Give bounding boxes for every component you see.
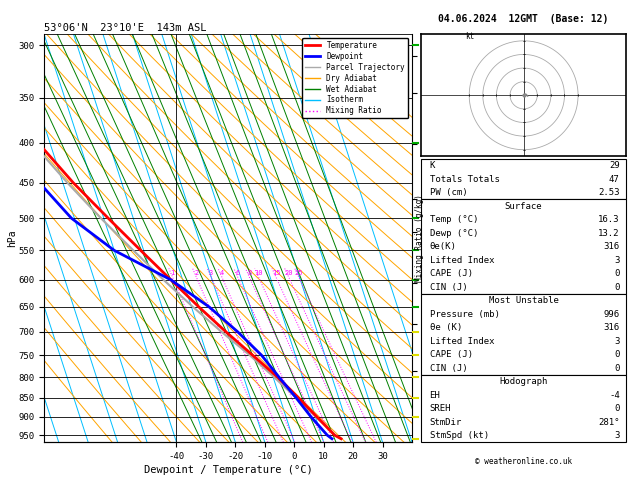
Text: kt: kt (465, 33, 474, 41)
Text: 2.53: 2.53 (598, 188, 620, 197)
Text: 53°06'N  23°10'E  143m ASL: 53°06'N 23°10'E 143m ASL (44, 23, 206, 33)
Text: θe (K): θe (K) (430, 323, 462, 332)
Text: Lifted Index: Lifted Index (430, 337, 494, 346)
Text: 3: 3 (615, 256, 620, 264)
Text: 0: 0 (615, 350, 620, 359)
Bar (421, 199, 626, 294)
Text: 4: 4 (220, 270, 224, 276)
Text: 47: 47 (609, 174, 620, 184)
Text: 15: 15 (272, 270, 280, 276)
Text: 29: 29 (609, 161, 620, 170)
Text: 13.2: 13.2 (598, 228, 620, 238)
Text: 16.3: 16.3 (598, 215, 620, 224)
Text: LCL: LCL (541, 35, 556, 44)
Text: 04.06.2024  12GMT  (Base: 12): 04.06.2024 12GMT (Base: 12) (438, 14, 609, 24)
Y-axis label: km
ASL: km ASL (428, 230, 447, 246)
Text: CIN (J): CIN (J) (430, 364, 467, 373)
Text: 0: 0 (615, 364, 620, 373)
Text: 2: 2 (194, 270, 198, 276)
Text: Most Unstable: Most Unstable (489, 296, 559, 305)
Text: 0: 0 (615, 269, 620, 278)
Text: StmDir: StmDir (430, 417, 462, 427)
Bar (421, 375, 626, 442)
Legend: Temperature, Dewpoint, Parcel Trajectory, Dry Adiabat, Wet Adiabat, Isotherm, Mi: Temperature, Dewpoint, Parcel Trajectory… (302, 38, 408, 119)
Text: CAPE (J): CAPE (J) (430, 350, 472, 359)
Text: Surface: Surface (505, 202, 542, 210)
Text: SREH: SREH (430, 404, 451, 413)
Text: 6: 6 (236, 270, 240, 276)
Text: 0: 0 (615, 404, 620, 413)
Text: Pressure (mb): Pressure (mb) (430, 310, 499, 319)
Text: 8: 8 (247, 270, 252, 276)
Text: 1: 1 (170, 270, 175, 276)
Text: Temp (°C): Temp (°C) (430, 215, 478, 224)
Text: EH: EH (430, 391, 440, 399)
Text: PW (cm): PW (cm) (430, 188, 467, 197)
Bar (421, 159, 626, 199)
Text: Dewp (°C): Dewp (°C) (430, 228, 478, 238)
Text: © weatheronline.co.uk: © weatheronline.co.uk (475, 457, 572, 466)
Y-axis label: hPa: hPa (7, 229, 17, 247)
Bar (421, 294, 626, 375)
Text: 10: 10 (254, 270, 263, 276)
Text: Mixing Ratio (g/kg): Mixing Ratio (g/kg) (415, 194, 424, 282)
Text: 316: 316 (604, 323, 620, 332)
Text: 3: 3 (615, 431, 620, 440)
Text: 996: 996 (604, 310, 620, 319)
Text: 3: 3 (615, 337, 620, 346)
Text: 0: 0 (615, 282, 620, 292)
Text: -4: -4 (609, 391, 620, 399)
Text: Hodograph: Hodograph (499, 377, 548, 386)
Text: θe(K): θe(K) (430, 242, 457, 251)
Text: 316: 316 (604, 242, 620, 251)
Text: CAPE (J): CAPE (J) (430, 269, 472, 278)
X-axis label: Dewpoint / Temperature (°C): Dewpoint / Temperature (°C) (143, 465, 313, 475)
Text: K: K (430, 161, 435, 170)
Text: StmSpd (kt): StmSpd (kt) (430, 431, 489, 440)
Text: 281°: 281° (598, 417, 620, 427)
Text: CIN (J): CIN (J) (430, 282, 467, 292)
Text: Totals Totals: Totals Totals (430, 174, 499, 184)
Text: Lifted Index: Lifted Index (430, 256, 494, 264)
Text: 3: 3 (209, 270, 213, 276)
Text: 20: 20 (284, 270, 293, 276)
Text: 25: 25 (294, 270, 303, 276)
